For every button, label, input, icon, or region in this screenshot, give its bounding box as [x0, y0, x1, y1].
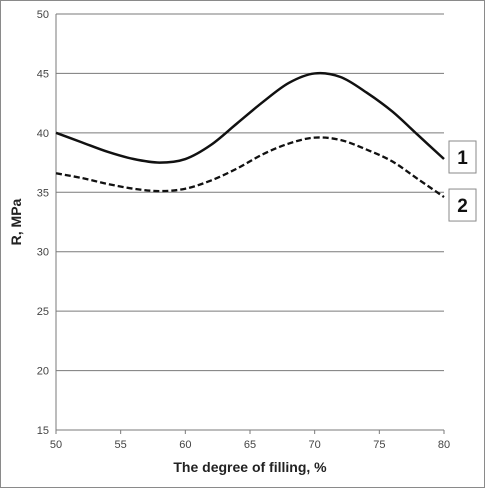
x-tick-label: 50	[50, 439, 62, 451]
x-tick-label: 70	[309, 439, 321, 451]
series-line-2	[55, 136, 445, 198]
axes	[55, 14, 445, 434]
y-tick-label: 40	[37, 128, 49, 140]
series-label-box-1	[448, 140, 477, 174]
x-tick-label: 75	[373, 439, 385, 451]
x-axis-title: The degree of filling, %	[173, 459, 327, 475]
series-labels: 12	[448, 140, 477, 222]
y-tick-label: 30	[37, 247, 49, 259]
x-tick-label: 60	[179, 439, 191, 451]
series-lines	[55, 71, 445, 198]
gridlines	[56, 13, 444, 372]
y-tick-label: 20	[37, 366, 49, 378]
y-tick-label: 35	[37, 187, 49, 199]
series-line-1	[55, 71, 445, 164]
series-label-1: 1	[457, 148, 468, 169]
series-label-2: 2	[457, 196, 468, 217]
y-tick-label: 45	[37, 68, 49, 80]
x-tick-label: 65	[244, 439, 256, 451]
y-tick-label: 15	[37, 425, 49, 437]
x-tick-label: 80	[438, 439, 450, 451]
y-tick-label: 25	[37, 306, 49, 318]
tick-labels: 15 20 25 30 35 40 45 50 50 55 60 65 70 75 80	[37, 9, 450, 451]
y-axis-title: R, MPa	[8, 198, 24, 245]
series-label-box-2	[448, 188, 477, 222]
y-tick-label: 50	[37, 9, 49, 21]
x-tick-label: 55	[115, 439, 127, 451]
